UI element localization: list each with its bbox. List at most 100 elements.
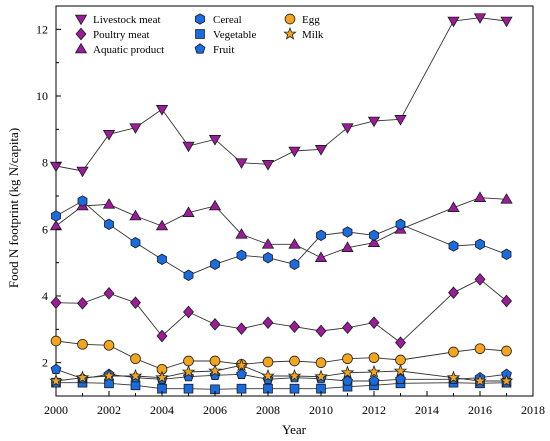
point-poultry-meat-2007: [236, 322, 247, 336]
legend-label-vegetable: Vegetable: [213, 29, 256, 41]
point-egg-2005: [183, 355, 194, 367]
point-aquatic-product-2004: [155, 219, 169, 231]
point-aquatic-product-2003: [129, 209, 142, 221]
series-markers: [49, 13, 514, 395]
point-livestock-meat-2017: [500, 16, 513, 28]
y-tick-label-10: 10: [36, 89, 48, 103]
point-cereal-2004: [157, 253, 167, 265]
point-vegetable-2009: [289, 383, 300, 394]
point-cereal-2011: [342, 226, 353, 238]
point-milk-2002: [102, 368, 116, 382]
legend-marker-livestock-meat: [74, 14, 88, 26]
y-tick-label-4: 4: [42, 289, 48, 303]
y-tick-label-6: 6: [42, 222, 48, 236]
point-livestock-meat-2012: [367, 116, 381, 128]
x-tick-label-2000: 2000: [44, 403, 68, 417]
point-aquatic-product-2017: [500, 193, 513, 204]
point-aquatic-product-2007: [235, 228, 248, 239]
x-tick-label-2014: 2014: [415, 403, 439, 417]
point-livestock-meat-2004: [155, 105, 169, 116]
point-aquatic-product-2008: [261, 238, 275, 249]
point-livestock-meat-2011: [341, 123, 354, 134]
point-livestock-meat-2003: [129, 123, 142, 134]
point-milk-2011: [340, 365, 355, 379]
point-egg-2001: [77, 338, 88, 350]
point-cereal-2005: [183, 269, 194, 281]
point-livestock-meat-2013: [394, 115, 407, 126]
point-aquatic-product-2005: [182, 206, 195, 217]
point-vegetable-2005: [183, 383, 194, 394]
point-milk-2004: [155, 370, 169, 384]
point-aquatic-product-2002: [102, 198, 116, 209]
series-line-fruit: [55, 368, 507, 382]
legend-marker-cereal: [195, 13, 205, 25]
point-egg-2000: [50, 335, 62, 347]
x-tick-label-2002: 2002: [97, 403, 121, 417]
point-milk-2015: [446, 370, 461, 384]
point-egg-2008: [262, 356, 274, 368]
x-tick-label-2008: 2008: [256, 403, 280, 417]
point-poultry-meat-2005: [183, 305, 194, 319]
series-line-egg: [55, 340, 507, 370]
point-livestock-meat-2001: [76, 166, 89, 178]
legend-marker-fruit: [194, 43, 206, 54]
point-cereal-2002: [104, 218, 114, 230]
point-milk-2008: [261, 368, 275, 382]
point-livestock-meat-2009: [288, 146, 301, 158]
point-cereal-2008: [263, 252, 273, 264]
point-milk-2016: [473, 373, 487, 387]
legend-marker-vegetable: [195, 29, 205, 39]
legend-label-egg: Egg: [302, 14, 320, 26]
point-aquatic-product-2000: [49, 219, 63, 231]
point-milk-2001: [75, 370, 90, 384]
point-poultry-meat-2016: [474, 272, 486, 286]
point-egg-2011: [342, 353, 353, 365]
point-milk-2013: [393, 363, 408, 377]
point-milk-2017: [499, 373, 514, 387]
point-milk-2012: [367, 364, 381, 378]
legend-marker-aquatic-product: [74, 42, 88, 54]
x-tick-label-2010: 2010: [309, 403, 333, 417]
point-poultry-meat-2012: [368, 316, 380, 330]
point-aquatic-product-2010: [314, 251, 328, 262]
series-lines: [55, 17, 507, 390]
point-milk-2010: [314, 369, 328, 383]
point-milk-2003: [128, 368, 143, 382]
point-egg-2003: [130, 353, 141, 365]
point-milk-2000: [49, 373, 63, 387]
point-poultry-meat-2000: [50, 296, 62, 310]
point-livestock-meat-2008: [261, 160, 275, 171]
point-aquatic-product-2012: [367, 236, 381, 247]
y-tick-label-12: 12: [36, 22, 48, 36]
legend-label-aquatic-product: Aquatic product: [93, 44, 164, 56]
point-fruit-2011: [342, 375, 353, 386]
point-egg-2016: [474, 343, 486, 355]
legend: Livestock meat Poultry meat Aquatic produc…: [74, 13, 324, 56]
point-livestock-meat-2016: [473, 13, 487, 24]
point-poultry-meat-2011: [342, 321, 353, 335]
point-milk-2006: [208, 363, 222, 377]
legend-label-livestock-meat: Livestock meat: [93, 14, 161, 26]
point-aquatic-product-2009: [288, 238, 301, 249]
series-line-cereal: [55, 200, 507, 276]
point-fruit-2000: [50, 363, 62, 374]
point-vegetable-2007: [236, 383, 247, 394]
point-livestock-meat-2005: [182, 141, 195, 153]
point-poultry-meat-2002: [103, 286, 115, 300]
point-cereal-2003: [130, 237, 141, 249]
y-axis-title: Food N footprint (kg N/capita): [6, 128, 21, 288]
point-egg-2010: [315, 357, 327, 369]
point-aquatic-product-2016: [473, 191, 487, 202]
legend-marker-egg: [284, 13, 296, 25]
point-poultry-meat-2017: [501, 294, 512, 308]
point-livestock-meat-2002: [102, 130, 116, 141]
legend-marker-milk: [283, 26, 297, 40]
x-tick-label-2004: 2004: [150, 403, 174, 417]
x-axis-title: Year: [282, 422, 307, 437]
point-egg-2009: [289, 355, 300, 367]
point-egg-2015: [448, 346, 459, 358]
y-tick-label-8: 8: [42, 156, 48, 170]
legend-label-poultry-meat: Poultry meat: [93, 29, 150, 41]
point-poultry-meat-2010: [315, 324, 327, 338]
